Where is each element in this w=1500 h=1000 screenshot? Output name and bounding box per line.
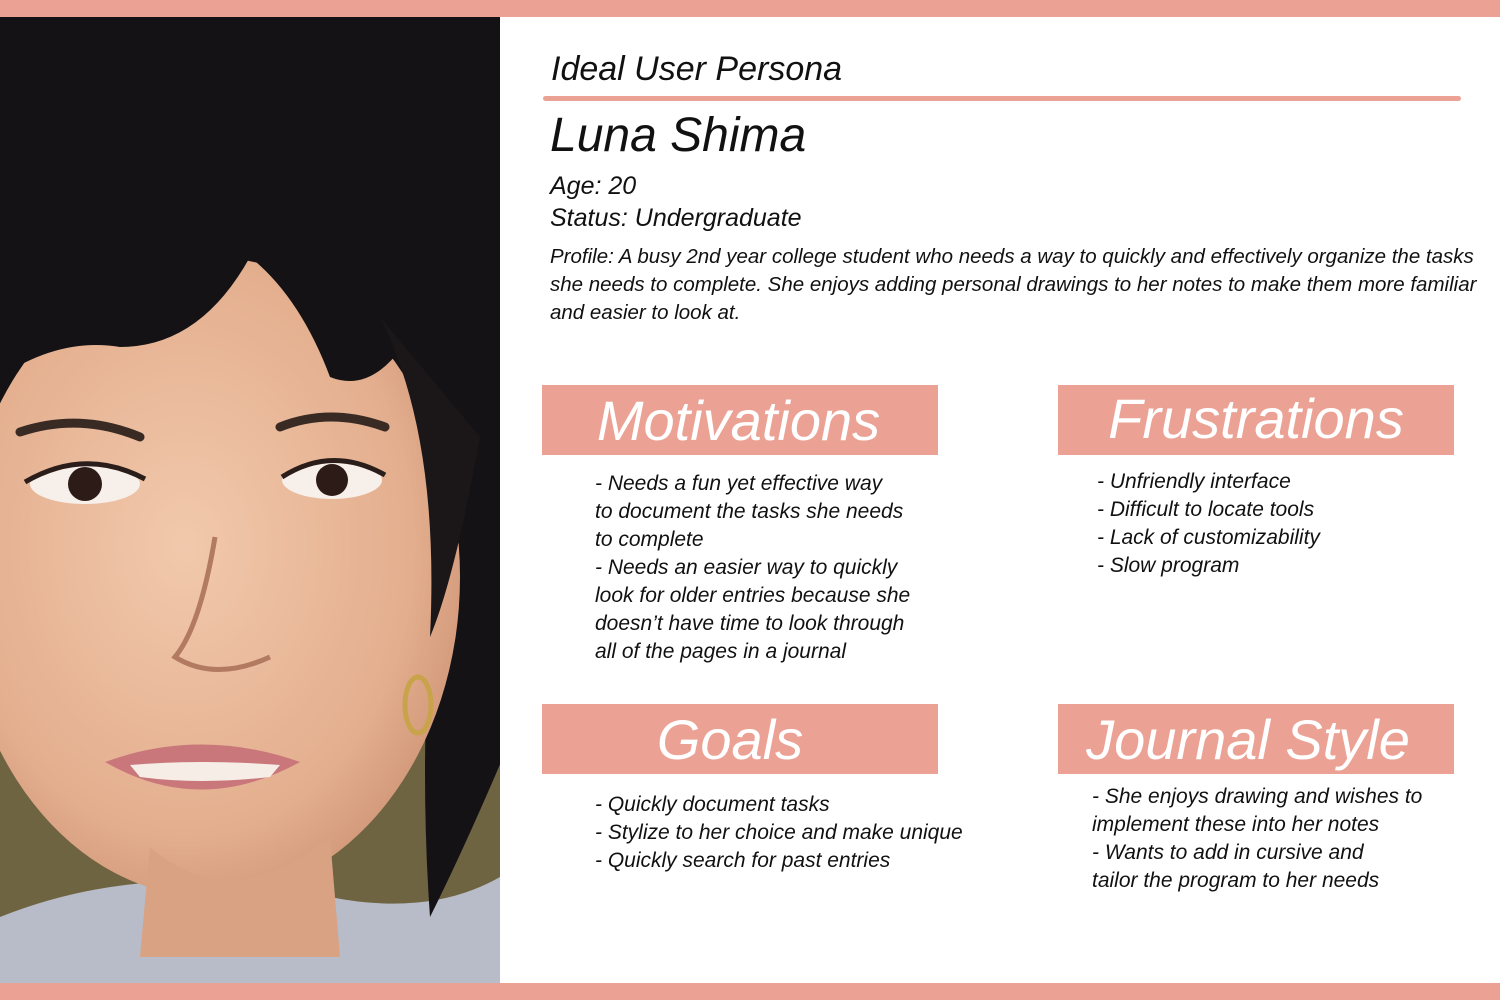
persona-age: Age: 20 [550,172,637,200]
goals-list: - Quickly document tasks - Stylize to he… [595,793,963,872]
persona-status: Status: Undergraduate [550,204,802,232]
persona-name: Luna Shima [550,109,807,162]
motivations-list: - Needs a fun yet effective way to docum… [595,472,911,663]
title-divider [543,96,1461,101]
journal-style-heading-label: Journal Style [1086,708,1410,771]
goals-heading-label: Goals [656,708,804,771]
motivations-heading-label: Motivations [596,389,881,452]
journal-style-list: - She enjoys drawing and wishes to imple… [1092,785,1423,892]
frustrations-heading-label: Frustrations [1108,387,1404,450]
frustrations-heading: Frustrations [1058,385,1454,455]
bottom-accent-band [0,983,1500,1000]
goals-heading: Goals [542,704,938,774]
top-accent-band [0,0,1500,17]
frustrations-list: - Unfriendly interface - Difficult to lo… [1097,470,1320,577]
journal-style-heading: Journal Style [1058,704,1454,774]
page-title: Ideal User Persona [551,50,843,88]
motivations-heading: Motivations [542,385,938,455]
persona-profile: Profile: A busy 2nd year college student… [550,245,1477,324]
persona-photo [0,17,500,983]
